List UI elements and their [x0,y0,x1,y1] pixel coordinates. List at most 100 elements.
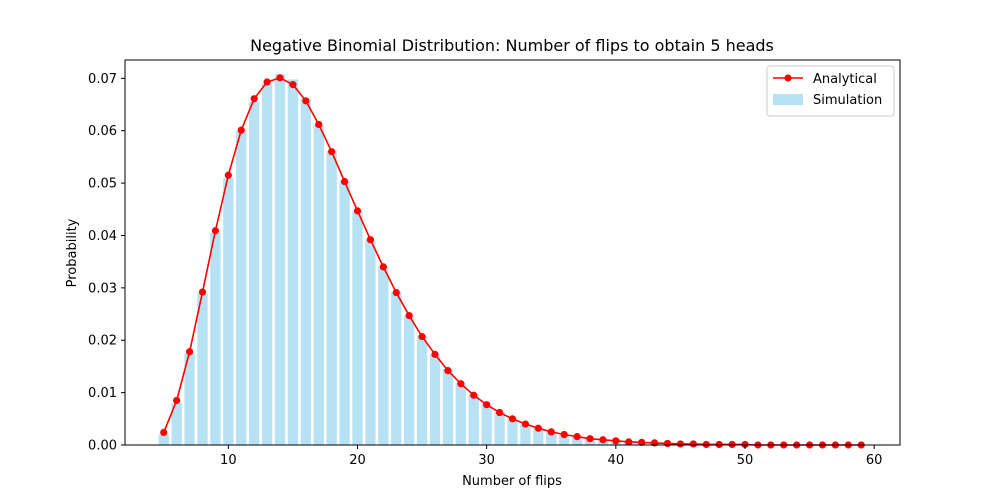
analytical-point-27 [444,367,452,375]
bar-35 [546,431,557,445]
x-tick-label-20: 20 [349,453,366,468]
analytical-point-45 [676,440,685,448]
plot-frame [124,59,901,446]
bars-layer [158,74,738,446]
analytical-point-6 [173,396,181,405]
y-tick-label-5: 0.05 [88,177,117,192]
analytical-point-42 [638,438,646,446]
y-tick-label-2: 0.02 [88,334,117,349]
analytical-point-31 [495,408,504,417]
legend-analytical-marker [784,74,792,82]
bar-28 [455,383,466,445]
analytical-point-9 [211,227,220,235]
analytical-point-7 [185,348,194,356]
bar-6 [171,403,182,445]
bar-31 [494,412,505,445]
analytical-point-28 [457,380,465,388]
bar-37 [571,437,583,445]
legend-simulation-label: Simulation [813,93,882,108]
analytical-point-47 [702,440,710,449]
analytical-point-21 [366,236,375,244]
bar-12 [249,101,260,446]
analytical-point-50 [741,440,749,449]
bar-29 [468,394,479,445]
analytical-point-15 [289,81,297,89]
bar-32 [507,418,518,445]
bar-14 [274,74,286,445]
bar-33 [520,424,531,445]
bar-10 [223,177,234,446]
analytical-point-34 [534,424,542,432]
x-tick-label-40: 40 [608,453,625,468]
bar-30 [481,404,492,445]
bar-16 [300,98,311,446]
bar-15 [287,79,299,445]
y-tick-label-4: 0.04 [88,229,117,244]
bar-17 [313,124,324,446]
bar-22 [378,266,389,445]
analytical-point-30 [483,401,491,409]
analytical-point-8 [198,288,207,296]
analytical-point-20 [353,207,362,215]
bar-9 [210,232,221,445]
analytical-point-40 [612,437,620,445]
x-tick-label-60: 60 [866,453,883,468]
analytical-point-11 [237,126,245,134]
legend-simulation-swatch [773,94,803,105]
analytical-point-22 [379,263,387,271]
analytical-point-38 [586,435,594,443]
analytical-point-48 [715,440,723,449]
analytical-point-46 [689,440,697,448]
analytical-point-14 [276,74,284,82]
y-axis-label: Probability [65,218,80,287]
analytical-point-12 [250,95,258,103]
analytical-point-49 [728,440,736,449]
bar-34 [533,428,544,445]
legend: Analytical Simulation [766,65,895,117]
analytical-point-16 [302,97,310,105]
y-tick-label-7: 0.07 [88,72,117,87]
analytical-point-35 [547,428,555,436]
y-tick-label-3: 0.03 [88,281,117,296]
analytical-point-18 [328,148,336,156]
analytical-point-37 [573,433,581,441]
bar-18 [326,150,337,445]
bar-21 [365,239,376,445]
bar-5 [158,434,169,445]
x-tick-label-50: 50 [737,453,754,468]
bar-13 [261,83,273,445]
bar-20 [352,210,363,445]
analytical-point-10 [224,171,232,179]
bar-19 [339,180,350,446]
analytical-point-26 [431,350,439,358]
y-tick-label-1: 0.01 [88,386,117,401]
analytical-point-32 [508,415,517,423]
analytical-point-24 [405,312,413,320]
y-tick-label-6: 0.06 [88,124,117,139]
analytical-point-25 [418,332,426,341]
analytical-point-23 [392,288,400,297]
y-tick-label-0: 0.00 [88,439,117,454]
bar-27 [442,369,454,445]
bar-7 [184,353,195,445]
analytical-point-5 [160,428,168,437]
x-tick-label-10: 10 [220,453,237,468]
bar-25 [416,336,428,445]
bar-23 [391,292,402,445]
analytical-point-39 [599,436,607,444]
bar-8 [197,293,208,445]
analytical-point-19 [340,177,349,186]
x-axis-label: Number of flips [462,474,562,489]
analytical-point-36 [560,430,568,439]
bar-24 [404,316,415,445]
analytical-point-29 [470,391,478,399]
analytical-point-33 [521,420,530,428]
analytical-point-13 [263,78,271,86]
analytical-point-44 [663,439,672,448]
bar-11 [236,130,247,445]
legend-analytical-label: Analytical [813,72,877,87]
x-axis: 10 20 30 40 50 60 [220,445,882,468]
bar-26 [429,354,441,445]
y-axis: 0.00 0.01 0.02 0.03 0.04 0.05 0.06 0.07 [88,72,125,454]
